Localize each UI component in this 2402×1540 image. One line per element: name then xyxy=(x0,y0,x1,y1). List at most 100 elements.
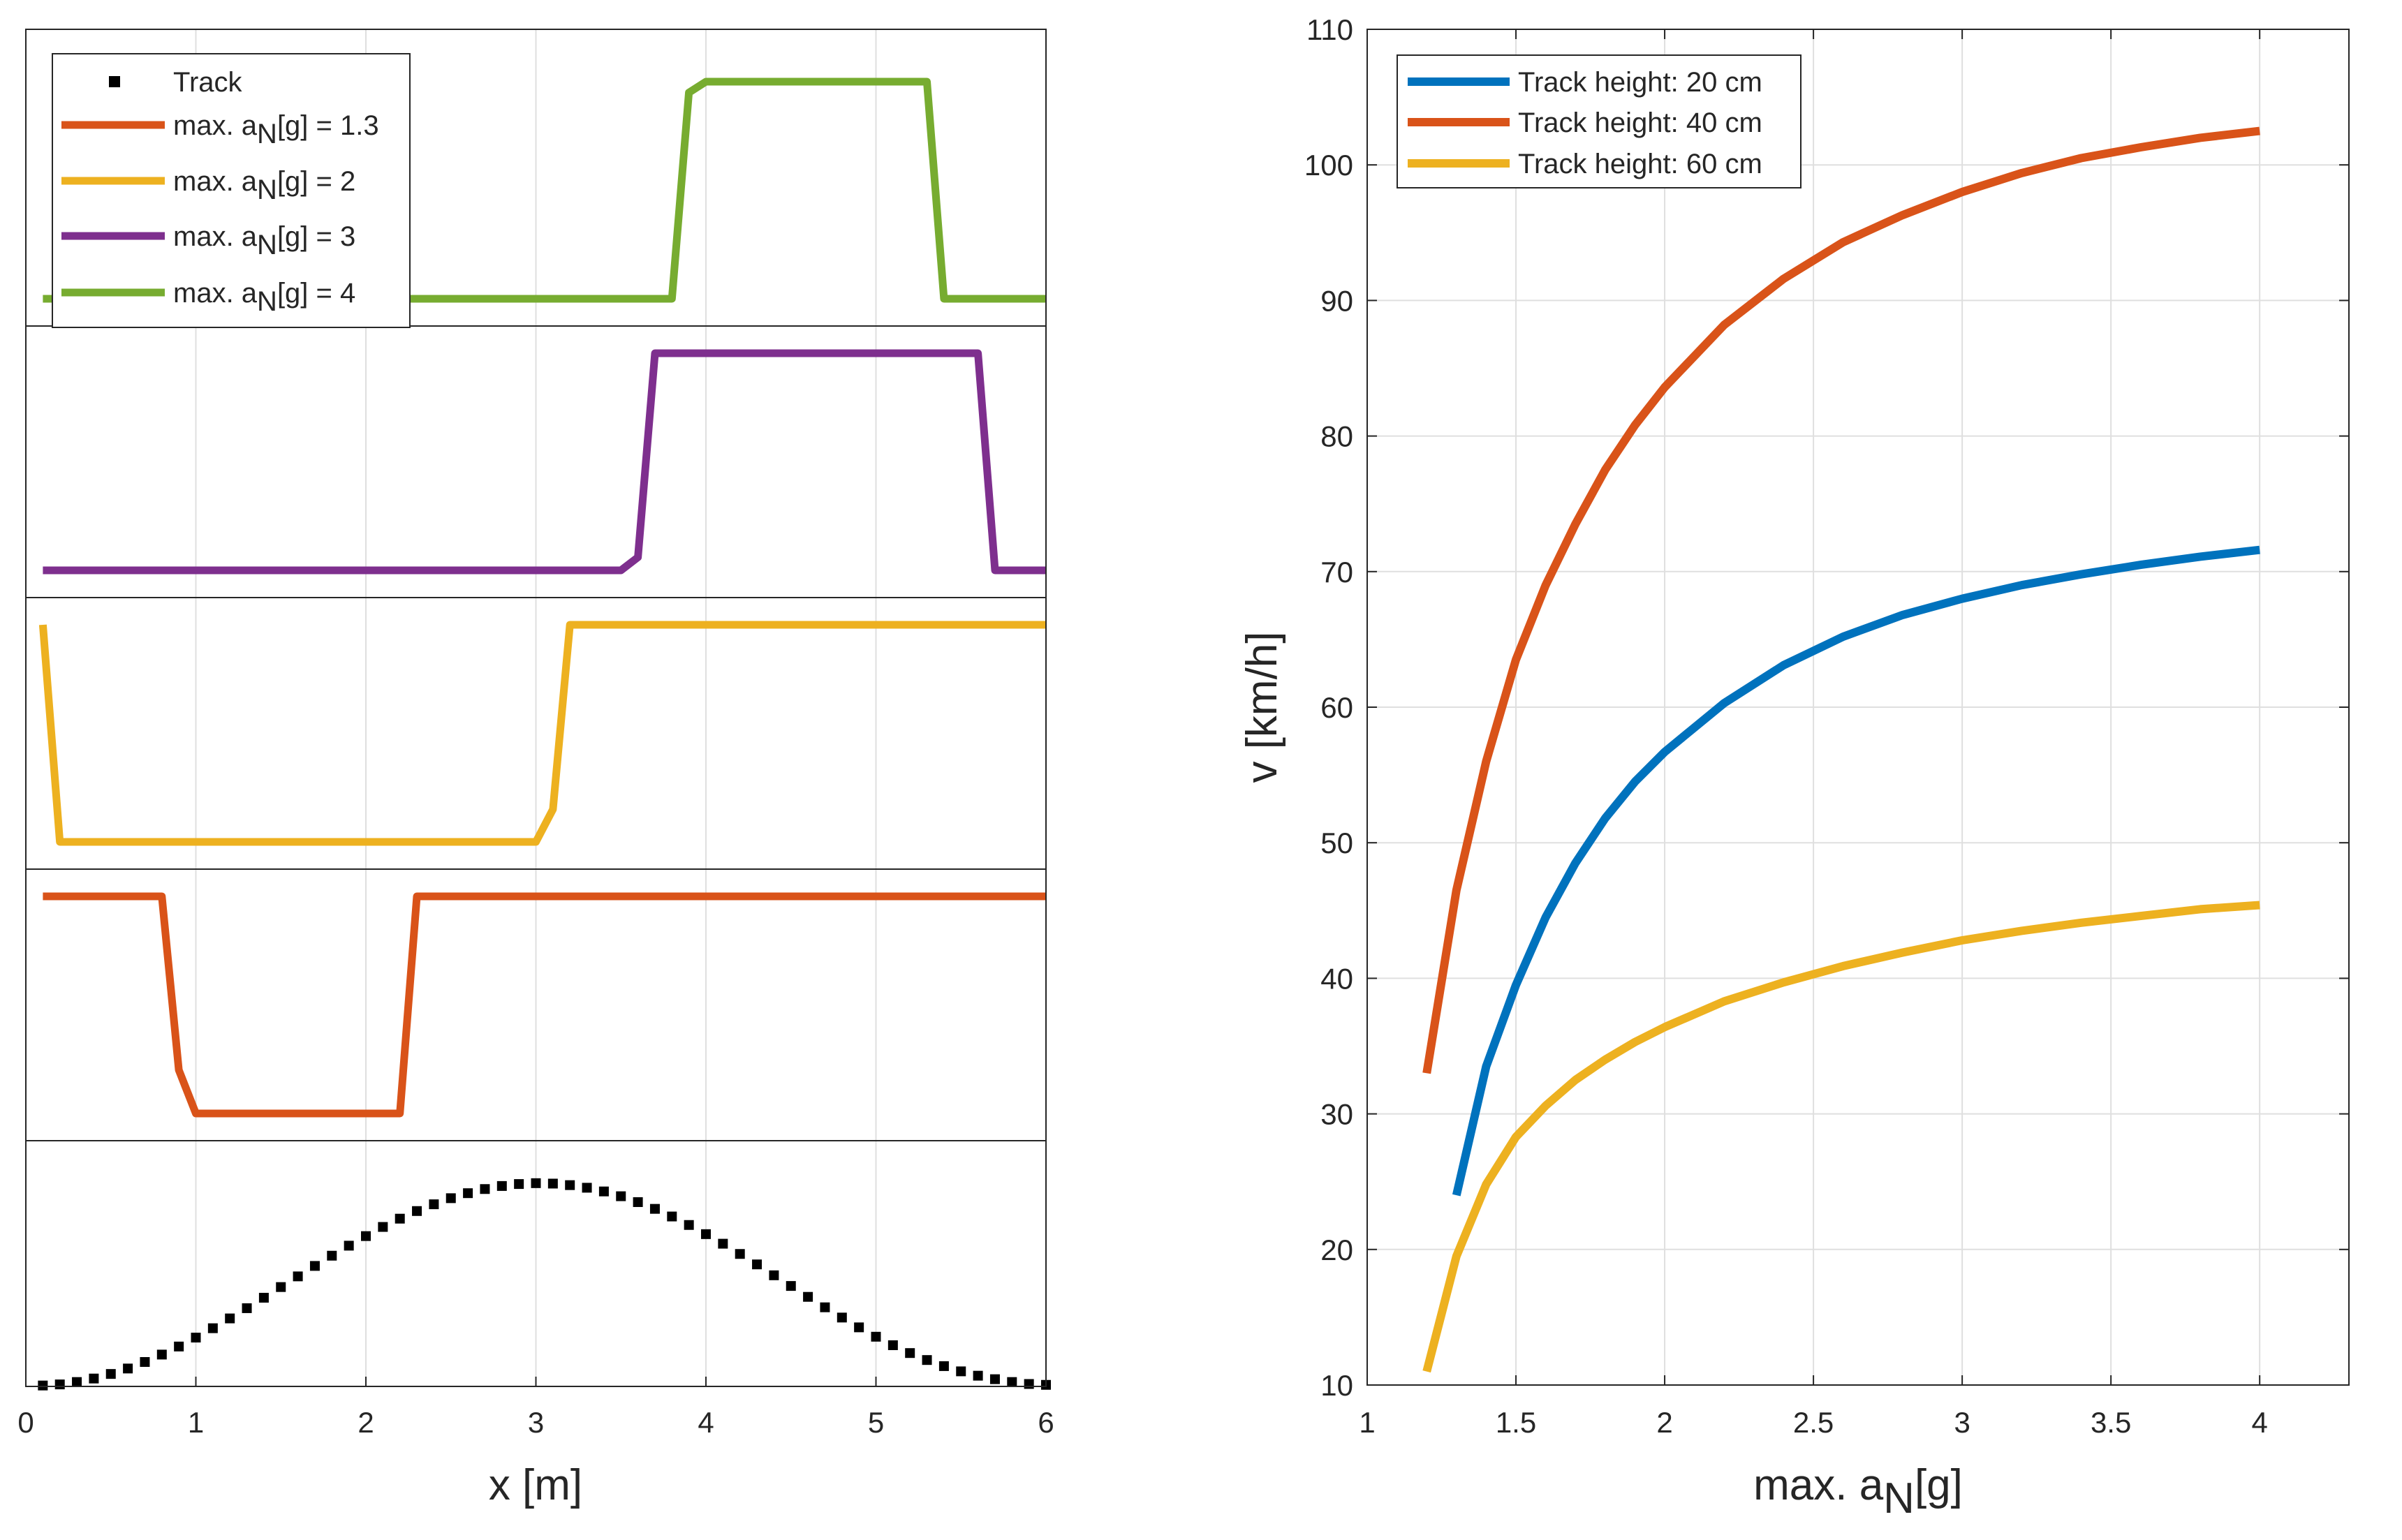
track-marker-13 xyxy=(258,1292,269,1303)
track-marker-10 xyxy=(207,1323,218,1333)
track-marker-32 xyxy=(582,1183,592,1193)
right-y-tick-label-30: 30 xyxy=(1320,1098,1353,1131)
track-marker-48 xyxy=(854,1322,864,1333)
left-x-tick-label-0: 0 xyxy=(17,1406,34,1439)
track-marker-16 xyxy=(309,1261,320,1271)
track-marker-24 xyxy=(445,1193,456,1204)
right-y-tick-label-110: 110 xyxy=(1306,13,1353,46)
track-marker-1 xyxy=(54,1379,65,1390)
track-marker-44 xyxy=(786,1281,796,1291)
right-x-tick-label-1: 1 xyxy=(1359,1406,1375,1439)
track-marker-18 xyxy=(344,1241,354,1251)
left-x-tick-label-6: 6 xyxy=(1038,1406,1054,1439)
right-x-tick-label-3: 3 xyxy=(1954,1406,1970,1439)
track-marker-45 xyxy=(803,1291,813,1302)
track-marker-20 xyxy=(378,1222,388,1232)
right-x-tick-label-4: 4 xyxy=(2252,1406,2268,1439)
track-marker-40 xyxy=(718,1238,728,1249)
track-marker-7 xyxy=(156,1349,167,1360)
right-x-tick-label-3-5: 3.5 xyxy=(2091,1406,2131,1439)
track-marker-30 xyxy=(547,1178,558,1189)
track-marker-46 xyxy=(820,1302,830,1312)
right-y-tick-label-80: 80 xyxy=(1320,420,1353,453)
left-x-tick-label-2: 2 xyxy=(358,1406,374,1439)
right-y-tick-label-60: 60 xyxy=(1320,691,1353,724)
track-marker-43 xyxy=(769,1270,779,1280)
legend-label-max-a-n-g-3: max. aN[g] = 3 xyxy=(173,221,355,260)
right-y-tick-label-40: 40 xyxy=(1320,962,1353,995)
left-legend: Track max. aN[g] = 1.3 max. aN[g] = 2 max. … xyxy=(52,53,411,328)
right-x-tick-label-1-5: 1.5 xyxy=(1496,1406,1536,1439)
track-marker-31 xyxy=(565,1180,575,1190)
right-legend: Track height: 20 cm Track height: 40 cm Tr… xyxy=(1397,54,1802,188)
track-marker-3 xyxy=(89,1373,99,1384)
track-marker-53 xyxy=(938,1361,949,1371)
right-y-axis-label: v [km/h] xyxy=(1238,631,1286,783)
track-marker-19 xyxy=(361,1231,371,1241)
track-marker-25 xyxy=(463,1188,473,1199)
track-marker-52 xyxy=(922,1355,932,1365)
left-x-tick-label-3: 3 xyxy=(528,1406,544,1439)
track-marker-38 xyxy=(684,1220,694,1230)
legend-label-track-height-20-cm: Track height: 20 cm xyxy=(1518,67,1762,98)
track-marker-39 xyxy=(701,1229,711,1239)
left-x-tick-label-1: 1 xyxy=(188,1406,204,1439)
track-marker-50 xyxy=(887,1340,898,1350)
track-marker-57 xyxy=(1007,1377,1017,1387)
track-marker-23 xyxy=(429,1199,439,1210)
track-marker-42 xyxy=(752,1259,762,1270)
legend-label-track-height-60-cm: Track height: 60 cm xyxy=(1518,149,1762,179)
left-x-tick-label-5: 5 xyxy=(868,1406,884,1439)
left-track-chart: 0 1 2 3 4 5 6 x [m] Track max. aN[g] = 1.3 max. aN… xyxy=(17,29,1054,1509)
legend-label-max-a-n-g-4: max. aN[g] = 4 xyxy=(173,278,355,317)
line-track-height-60-cm xyxy=(1422,901,2260,1373)
right-y-tick-label-10: 10 xyxy=(1320,1369,1353,1402)
track-marker-17 xyxy=(327,1250,337,1261)
line-track-height-20-cm xyxy=(1452,545,2260,1197)
right-x-tick-label-2: 2 xyxy=(1656,1406,1672,1439)
right-y-tick-label-90: 90 xyxy=(1320,284,1353,317)
track-marker-22 xyxy=(412,1206,422,1216)
track-marker-0 xyxy=(38,1380,48,1391)
track-marker-4 xyxy=(105,1369,116,1379)
track-marker-51 xyxy=(905,1348,915,1358)
track-marker-41 xyxy=(735,1249,745,1259)
track-marker-27 xyxy=(496,1180,507,1191)
line-max-a-n-g-3 xyxy=(43,349,1046,575)
track-marker-26 xyxy=(480,1184,490,1194)
track-marker-33 xyxy=(598,1186,609,1197)
track-marker-9 xyxy=(191,1333,201,1343)
left-x-tick-label-4: 4 xyxy=(698,1406,714,1439)
legend-marker-track xyxy=(109,76,120,87)
track-marker-55 xyxy=(973,1370,983,1381)
track-marker-34 xyxy=(616,1191,626,1201)
track-marker-15 xyxy=(293,1271,303,1282)
track-marker-49 xyxy=(871,1331,881,1342)
track-marker-5 xyxy=(123,1363,133,1374)
track-marker-37 xyxy=(667,1211,677,1222)
track-marker-56 xyxy=(989,1374,1000,1384)
line-max-a-n-g-1-3 xyxy=(43,892,1046,1118)
track-marker-6 xyxy=(140,1356,150,1367)
track-marker-21 xyxy=(395,1213,405,1224)
legend-label-max-a-n-g-1-3: max. aN[g] = 1.3 xyxy=(173,110,379,149)
legend-label-track: Track xyxy=(173,67,243,98)
legend-label-track-height-40-cm: Track height: 40 cm xyxy=(1518,108,1762,138)
legend-label-max-a-n-g-2: max. aN[g] = 2 xyxy=(173,166,355,205)
track-marker-54 xyxy=(956,1366,966,1377)
right-velocity-chart: 1 1.5 2 2.5 3 3.5 4 10 20 30 40 50 60 70 80 90 100 110 max… xyxy=(1238,13,2350,1523)
track-marker-35 xyxy=(633,1197,643,1207)
track-marker-29 xyxy=(531,1178,541,1188)
right-y-tick-label-100: 100 xyxy=(1304,149,1353,182)
track-marker-14 xyxy=(276,1282,286,1292)
line-max-a-n-g-2 xyxy=(38,621,1046,846)
track-marker-2 xyxy=(72,1377,82,1387)
right-y-tick-label-20: 20 xyxy=(1320,1234,1353,1266)
track-marker-11 xyxy=(225,1313,235,1324)
left-legend-box xyxy=(52,53,411,328)
right-x-axis-label: max. aN[g] xyxy=(1753,1461,1963,1523)
right-y-tick-label-70: 70 xyxy=(1320,556,1353,588)
line-max-a-n-g-4 xyxy=(43,77,1046,303)
track-marker-47 xyxy=(837,1312,847,1323)
